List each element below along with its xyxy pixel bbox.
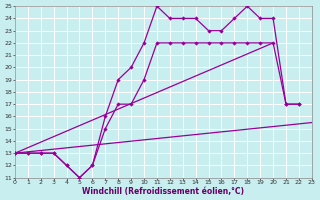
X-axis label: Windchill (Refroidissement éolien,°C): Windchill (Refroidissement éolien,°C) [82, 187, 244, 196]
